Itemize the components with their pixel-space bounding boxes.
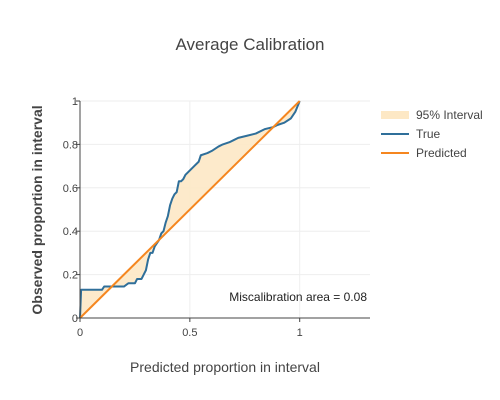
y-tick-label: 0.8 bbox=[63, 139, 78, 151]
chart-title: Average Calibration bbox=[176, 35, 325, 54]
miscalibration-annotation: Miscalibration area = 0.08 bbox=[229, 290, 367, 304]
y-tick-label: 0.6 bbox=[63, 183, 78, 195]
legend-swatch bbox=[381, 111, 409, 119]
legend: 95% Interval True Predicted bbox=[381, 108, 483, 160]
x-tick-label: 0.5 bbox=[182, 327, 197, 339]
y-tick-label: 0 bbox=[72, 313, 78, 325]
series-line-predicted bbox=[79, 100, 301, 319]
y-tick-label: 0.2 bbox=[63, 270, 78, 282]
y-tick-label: 1 bbox=[72, 96, 78, 108]
legend-item-95-interval[interactable]: 95% Interval bbox=[381, 108, 483, 122]
legend-label: True bbox=[416, 127, 441, 141]
legend-item-true[interactable]: True bbox=[381, 127, 441, 141]
legend-label: 95% Interval bbox=[416, 108, 483, 122]
x-axis-title: Predicted proportion in interval bbox=[130, 359, 320, 375]
y-axis-title: Observed proportion in interval bbox=[29, 105, 45, 314]
y-tick-label: 0.4 bbox=[63, 226, 78, 238]
x-tick-label: 0 bbox=[77, 327, 83, 339]
legend-item-predicted[interactable]: Predicted bbox=[381, 146, 467, 160]
series-layer bbox=[79, 100, 301, 319]
legend-label: Predicted bbox=[416, 146, 467, 160]
series-line-true bbox=[79, 100, 301, 319]
x-tick-label: 1 bbox=[297, 327, 303, 339]
axes: 0 0.5 1 0 0.2 0.4 0.6 0.8 1 bbox=[63, 96, 370, 339]
